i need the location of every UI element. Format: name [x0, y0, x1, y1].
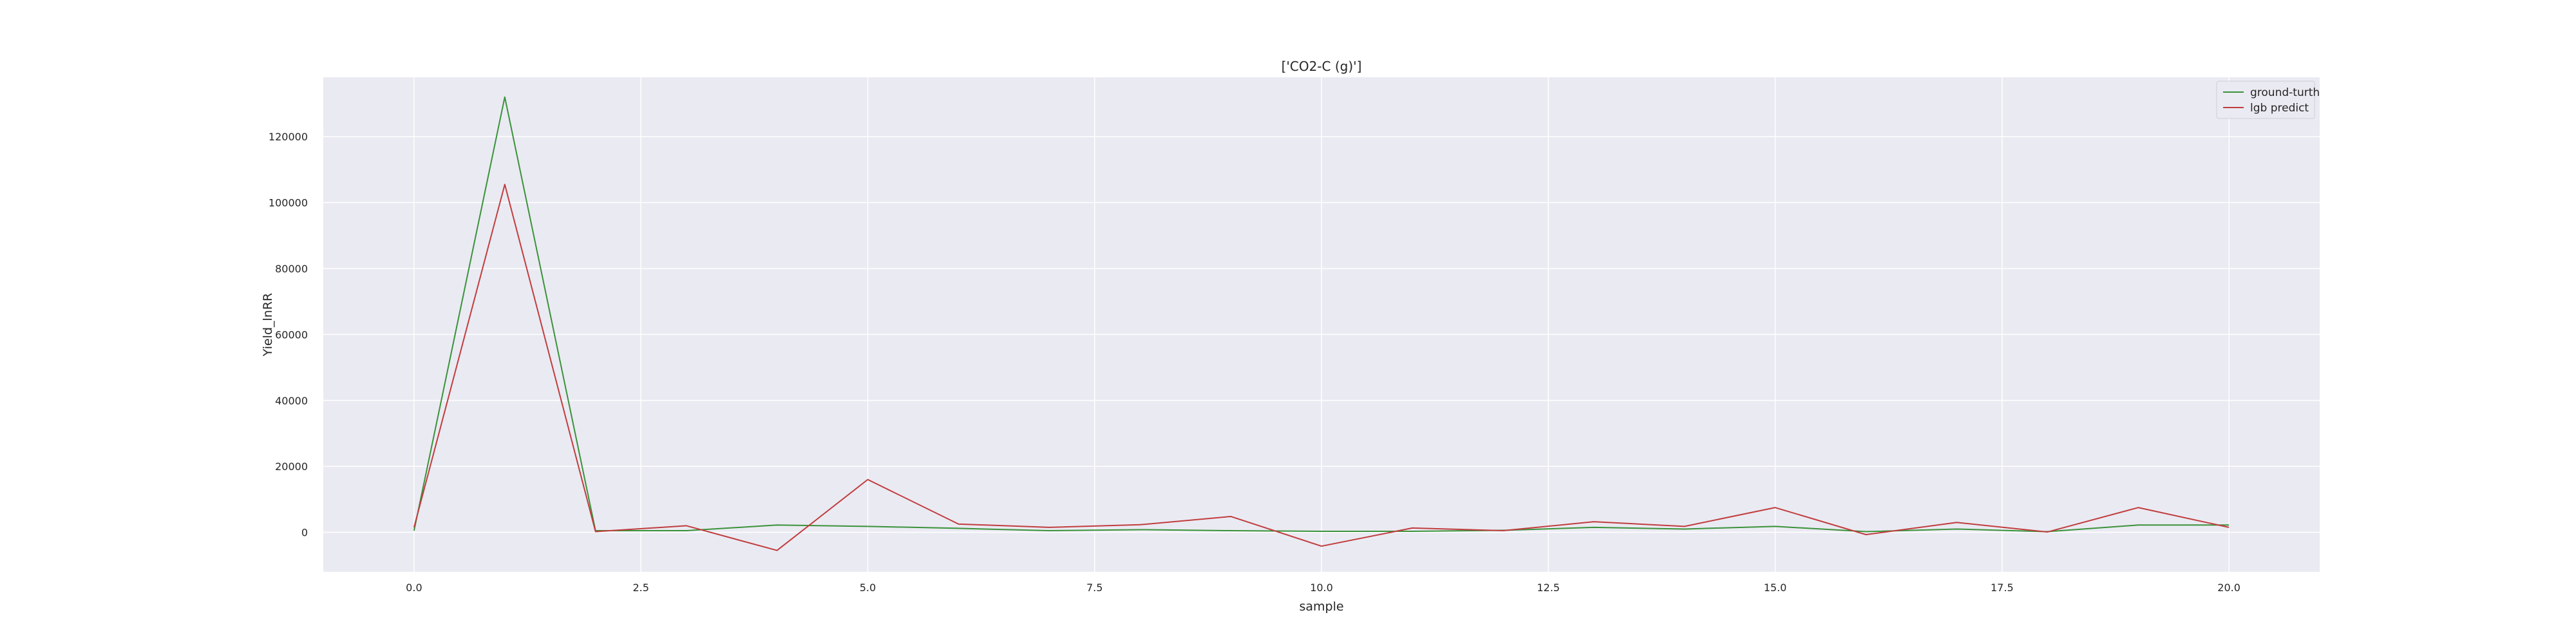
series-line-ground-turth: [413, 96, 2230, 533]
y-axis-ticks: 0 20000 40000 60000 80000 100000 120000: [269, 131, 308, 538]
y-tick-label: 20000: [275, 460, 308, 473]
x-tick-label: 12.5: [1537, 582, 1560, 594]
series-lines: [413, 96, 2230, 551]
x-tick-label: 0.0: [406, 582, 422, 594]
series-line-lgb-predict: [413, 184, 2230, 551]
legend: ground-turth lgb predict: [2216, 80, 2320, 119]
legend-box: [2216, 80, 2315, 119]
y-tick-label: 80000: [275, 263, 308, 275]
legend-label-lgb-predict: lgb predict: [2250, 102, 2309, 115]
x-tick-label: 7.5: [1086, 582, 1103, 594]
x-tick-label: 17.5: [1991, 582, 2014, 594]
x-tick-label: 2.5: [632, 582, 649, 594]
x-axis-label: sample: [1299, 600, 1343, 614]
legend-label-ground-turth: ground-turth: [2250, 86, 2320, 99]
chart-title: ['CO2-C (g)']: [1282, 59, 1362, 74]
y-axis-label: Yield_lnRR: [261, 293, 275, 357]
y-tick-label: 60000: [275, 328, 308, 341]
x-tick-label: 20.0: [2217, 582, 2240, 594]
grid-lines: [323, 77, 2320, 572]
x-tick-label: 10.0: [1310, 582, 1333, 594]
y-tick-label: 100000: [269, 197, 308, 209]
x-axis-ticks: 0.0 2.5 5.0 7.5 10.0 12.5 15.0 17.5 20.0: [406, 582, 2240, 594]
x-tick-label: 15.0: [1764, 582, 1787, 594]
x-tick-label: 5.0: [860, 582, 876, 594]
y-tick-label: 120000: [269, 131, 308, 143]
y-tick-label: 40000: [275, 395, 308, 407]
y-tick-label: 0: [301, 527, 308, 539]
